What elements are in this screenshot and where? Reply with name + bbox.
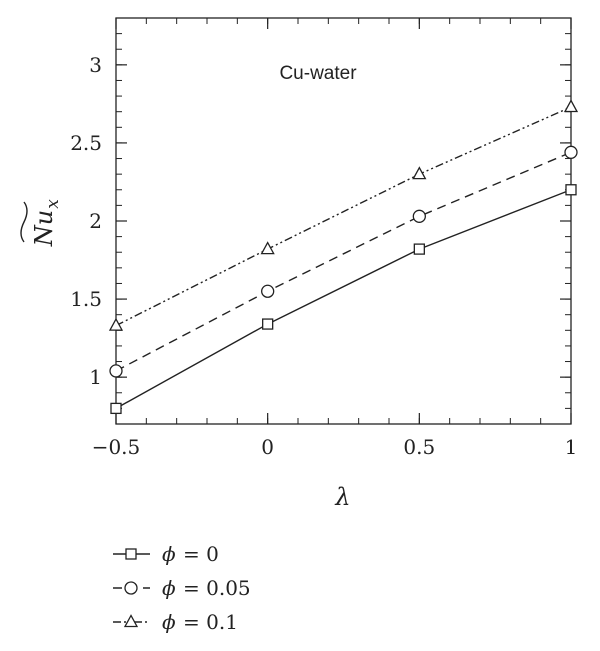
y-tick-label: 2 [89,209,102,233]
tilde-accent [20,201,28,243]
series-layer [108,99,579,415]
chart-annotation: Cu-water [279,63,357,84]
axes: −0.5 0 0.5 1 1 1.5 2 2.5 3 [70,17,578,459]
series-line-0 [115,189,572,409]
data-point-triangle [260,241,275,255]
x-tick-label: 0.5 [403,435,435,459]
data-point-square [262,318,274,330]
data-point-circle [412,209,426,223]
y-tick-label: 1 [89,365,102,389]
data-point-triangle [108,317,124,331]
data-point-triangle [412,166,427,180]
legend-symbol: ϕ [162,542,176,566]
y-axis-label-base: Nu [30,210,58,247]
legend: ϕ = 0 ϕ = 0.05 ϕ = 0.1 [113,542,251,634]
data-point-circle [564,145,578,159]
legend-label: = 0.1 [183,610,238,634]
legend-marker-triangle [123,614,139,628]
legend-symbol: ϕ [162,576,176,600]
y-axis-label: Nu x [20,199,63,247]
data-point-square [565,184,577,196]
legend-marker-square [125,548,137,560]
data-point-circle [261,284,275,298]
data-point-square [413,243,425,255]
x-tick-label: −0.5 [92,435,141,459]
y-axis-label-sub: x [43,199,63,209]
data-point-circle [109,364,123,378]
legend-marker-circle [124,581,138,595]
legend-label: = 0.05 [183,576,251,600]
series-line-1 [115,151,572,372]
x-axis-label: λ [334,483,350,511]
y-tick-label: 1.5 [70,287,102,311]
series-line-2 [115,106,572,327]
data-point-triangle [563,99,579,113]
data-point-square [110,402,122,415]
y-tick-label: 2.5 [70,131,102,155]
legend-label: = 0 [183,542,219,566]
legend-symbol: ϕ [162,610,176,634]
y-tick-label: 3 [89,53,102,77]
x-tick-label: 0 [261,435,274,459]
x-tick-label: 1 [565,435,578,459]
